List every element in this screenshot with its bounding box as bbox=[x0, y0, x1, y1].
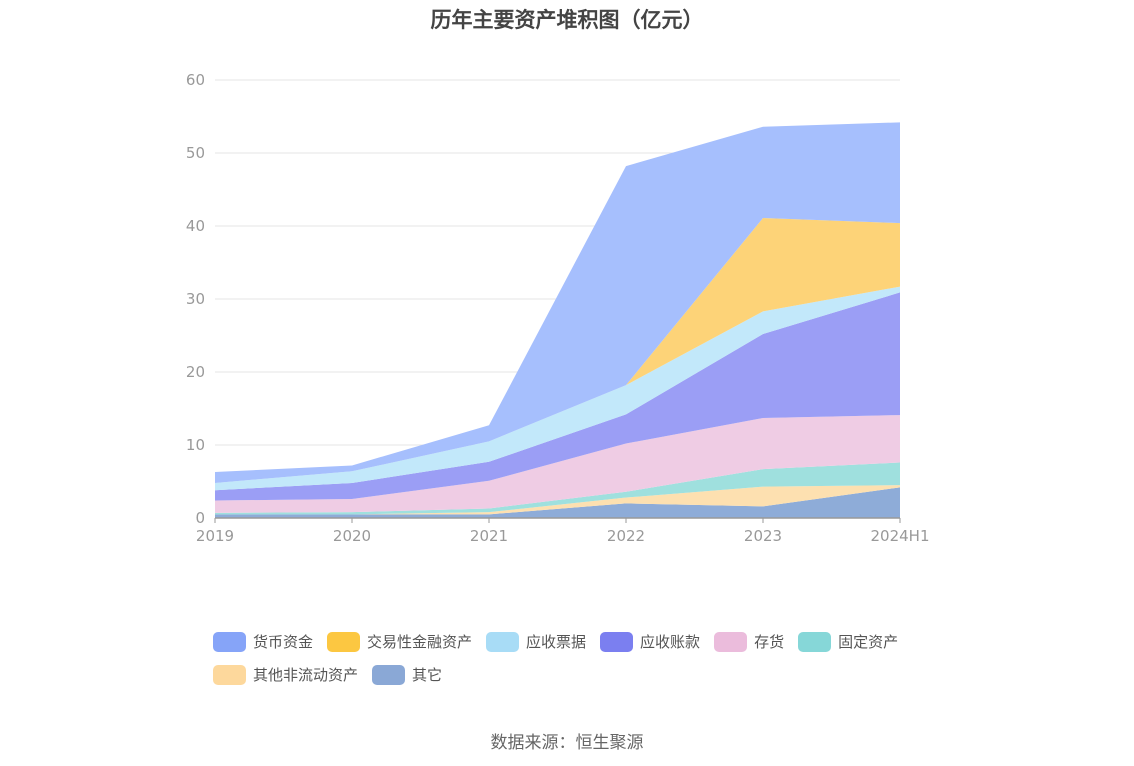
x-tick-label: 2024H1 bbox=[871, 527, 930, 545]
legend-swatch bbox=[213, 664, 246, 685]
x-tick-label: 2020 bbox=[333, 527, 371, 545]
legend-label: 交易性金融资产 bbox=[367, 633, 473, 651]
y-tick-label: 50 bbox=[186, 144, 205, 162]
legend-swatch bbox=[213, 631, 246, 652]
legend-label: 应收票据 bbox=[526, 633, 587, 651]
legend-label: 其它 bbox=[412, 666, 443, 684]
legend-swatch bbox=[798, 631, 832, 652]
legend-item[interactable]: 固定资产 bbox=[798, 630, 898, 653]
legend-label: 存货 bbox=[754, 633, 785, 651]
area-series-7[interactable] bbox=[215, 122, 900, 483]
legend-label: 应收账款 bbox=[640, 633, 701, 651]
axes: 0 10 20 30 40 50 60 2019 2020 2021 2022 2023 2024H1 bbox=[186, 71, 930, 545]
legend-item[interactable]: 其他非流动资产 bbox=[213, 663, 358, 686]
legend-swatch bbox=[327, 631, 361, 652]
x-tick-label: 2023 bbox=[744, 527, 782, 545]
legend-item[interactable]: 货币资金 bbox=[213, 630, 313, 653]
legend-label: 固定资产 bbox=[838, 633, 899, 651]
x-tick-label: 2019 bbox=[196, 527, 234, 545]
legend-item[interactable]: 交易性金融资产 bbox=[327, 630, 472, 653]
source-note: 数据来源：恒生聚源 bbox=[490, 733, 644, 753]
legend-item[interactable]: 其它 bbox=[372, 663, 442, 686]
y-tick-label: 0 bbox=[195, 509, 205, 527]
y-tick-label: 20 bbox=[186, 363, 205, 381]
x-tick-label: 2022 bbox=[607, 527, 645, 545]
y-tick-label: 30 bbox=[186, 290, 205, 308]
area-series-6[interactable] bbox=[215, 217, 900, 483]
y-tick-label: 40 bbox=[186, 217, 205, 235]
y-tick-label: 60 bbox=[186, 71, 205, 89]
legend-item[interactable]: 存货 bbox=[714, 630, 784, 653]
legend-swatch bbox=[714, 631, 748, 652]
legend-swatch bbox=[372, 664, 406, 685]
legend-swatch bbox=[486, 631, 520, 652]
area-series-2[interactable] bbox=[215, 462, 900, 515]
x-tick-label: 2021 bbox=[470, 527, 508, 545]
legend: 货币资金 交易性金融资产 应收票据 应收账款 存货 固定资产其他非流动资产 其它 bbox=[213, 630, 973, 686]
area-series-1[interactable] bbox=[215, 485, 900, 515]
area-series-5[interactable] bbox=[215, 286, 900, 491]
area-series bbox=[215, 122, 900, 518]
area-series-3[interactable] bbox=[215, 415, 900, 513]
legend-label: 货币资金 bbox=[253, 633, 314, 651]
chart-title: 历年主要资产堆积图（亿元） bbox=[430, 8, 704, 32]
area-series-0[interactable] bbox=[215, 487, 900, 518]
legend-label: 其他非流动资产 bbox=[253, 666, 359, 684]
legend-item[interactable]: 应收票据 bbox=[486, 630, 586, 653]
legend-item[interactable]: 应收账款 bbox=[600, 630, 700, 653]
legend-swatch bbox=[600, 631, 634, 652]
area-series-4[interactable] bbox=[215, 292, 900, 501]
y-tick-label: 10 bbox=[186, 436, 205, 454]
